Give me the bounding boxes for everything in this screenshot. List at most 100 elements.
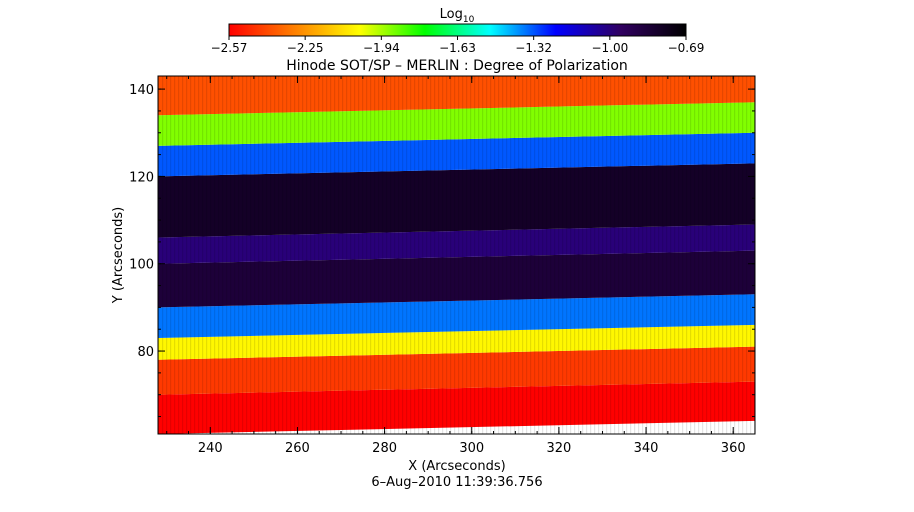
- heatmap-band: [158, 224, 755, 264]
- scan-stripe: [334, 76, 336, 434]
- scan-stripe: [186, 76, 188, 434]
- scan-stripe: [274, 76, 276, 434]
- scan-stripe: [170, 76, 172, 434]
- scan-stripe: [682, 76, 684, 434]
- scan-stripe: [370, 76, 372, 434]
- scan-stripe: [286, 76, 288, 434]
- scan-stripe: [346, 76, 348, 434]
- scan-stripe: [210, 76, 212, 434]
- colorbar-ticks: −2.57 −2.25 −1.94 −1.63 −1.32 −1.00 −0.69: [211, 36, 704, 55]
- scan-stripe: [734, 76, 736, 434]
- scan-stripe: [338, 76, 340, 434]
- y-axis: 80 100 120 140: [129, 83, 755, 418]
- colorbar-gradient: [228, 23, 687, 37]
- scan-stripe: [666, 76, 668, 434]
- scan-stripe: [262, 76, 264, 434]
- scan-stripe: [562, 76, 564, 434]
- scan-stripe: [190, 76, 192, 434]
- scan-stripe: [398, 76, 400, 434]
- scan-stripe: [642, 76, 644, 434]
- x-tick-label: 240: [198, 441, 223, 456]
- scan-stripe: [238, 76, 240, 434]
- scan-stripe: [510, 76, 512, 434]
- heatmap-band: [158, 346, 755, 395]
- scan-stripe: [586, 76, 588, 434]
- scan-stripe: [330, 76, 332, 434]
- scan-stripe: [482, 76, 484, 434]
- x-tick-label: 360: [721, 441, 746, 456]
- scan-stripe: [610, 76, 612, 434]
- scan-stripe: [646, 76, 648, 434]
- scan-stripe: [694, 76, 696, 434]
- scan-stripe: [386, 76, 388, 434]
- scan-stripe: [602, 76, 604, 434]
- scan-stripe: [222, 76, 224, 434]
- scan-stripe: [382, 76, 384, 434]
- scan-stripe: [214, 76, 216, 434]
- x-tick-label: 280: [372, 441, 397, 456]
- scan-stripe: [470, 76, 472, 434]
- scan-stripe: [630, 76, 632, 434]
- scan-stripe: [422, 76, 424, 434]
- scan-stripe: [618, 76, 620, 434]
- scan-stripe: [582, 76, 584, 434]
- scan-stripe: [714, 76, 716, 434]
- scan-stripe: [674, 76, 676, 434]
- scan-stripe: [318, 76, 320, 434]
- scan-stripe: [198, 76, 200, 434]
- scan-stripe: [458, 76, 460, 434]
- scan-stripe: [746, 76, 748, 434]
- scan-stripe: [406, 76, 408, 434]
- scan-stripe: [742, 76, 744, 434]
- scan-stripe: [506, 76, 508, 434]
- scan-stripe: [690, 76, 692, 434]
- scan-stripe: [322, 76, 324, 434]
- scan-stripe: [598, 76, 600, 434]
- colorbar-tick-label: −1.94: [363, 41, 400, 55]
- scan-stripe: [426, 76, 428, 434]
- colorbar-tick-label: −2.57: [211, 41, 248, 55]
- scan-stripe: [326, 76, 328, 434]
- scan-stripe: [434, 76, 436, 434]
- scan-stripe: [570, 76, 572, 434]
- x-tick-label: 300: [459, 441, 484, 456]
- scan-stripe: [638, 76, 640, 434]
- scan-stripe: [234, 76, 236, 434]
- colorbar: Log10 −2.57 −2.25 −1.94 −1.63 −1.32 −1.00 −0.6…: [211, 7, 705, 55]
- scan-stripe: [438, 76, 440, 434]
- scan-stripe: [538, 76, 540, 434]
- scan-stripe: [566, 76, 568, 434]
- scan-stripe: [218, 76, 220, 434]
- scan-stripe: [722, 76, 724, 434]
- y-axis-label: Y (Arcseconds): [111, 207, 126, 304]
- scan-stripe: [594, 76, 596, 434]
- scan-stripe: [342, 76, 344, 434]
- colorbar-tick-label: −1.63: [439, 41, 476, 55]
- scan-stripe: [462, 76, 464, 434]
- scan-stripe: [442, 76, 444, 434]
- scan-stripe: [166, 76, 168, 434]
- scan-stripe: [750, 76, 752, 434]
- scan-stripe: [550, 76, 552, 434]
- colorbar-label: Log10: [440, 7, 475, 25]
- x-tick-label: 320: [546, 441, 571, 456]
- scan-stripe: [518, 76, 520, 434]
- scan-stripe: [402, 76, 404, 434]
- timestamp: 6–Aug–2010 11:39:36.756: [371, 475, 542, 490]
- scan-stripe: [706, 76, 708, 434]
- scan-stripe: [730, 76, 732, 434]
- scan-stripe: [278, 76, 280, 434]
- scan-stripe: [662, 76, 664, 434]
- heatmap-band: [158, 294, 755, 338]
- heatmap-band: [158, 76, 755, 78]
- scan-stripe: [526, 76, 528, 434]
- scan-stripe: [174, 76, 176, 434]
- x-axis: 240 260 280 300 320 340 360: [166, 76, 756, 456]
- scan-stripe: [710, 76, 712, 434]
- scan-stripe: [590, 76, 592, 434]
- scan-stripe: [270, 76, 272, 434]
- scan-stripe: [258, 76, 260, 434]
- colorbar-tick-label: −1.32: [515, 41, 552, 55]
- scan-stripe: [430, 76, 432, 434]
